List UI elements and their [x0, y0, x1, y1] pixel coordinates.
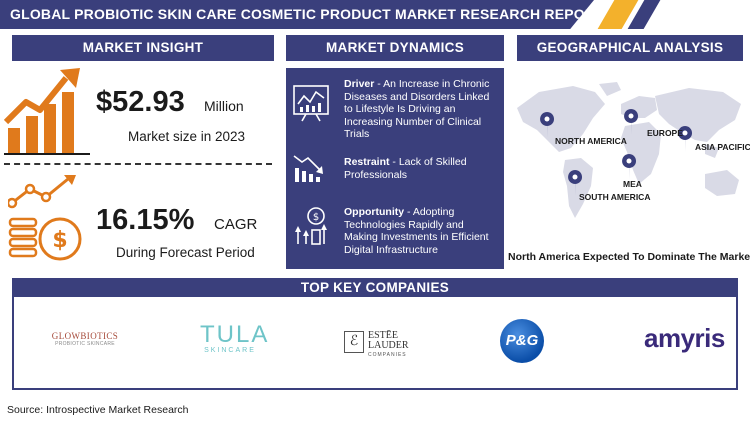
driver-text: Driver - An Increase in Chronic Diseases… — [344, 78, 500, 141]
amyris-logo: amyris — [644, 323, 725, 353]
market-dynamics-header: MARKET DYNAMICS — [286, 35, 504, 61]
driver-description: - An Increase in Chronic Diseases and Di… — [344, 78, 490, 141]
glowbiotics-logo: GLOWBIOTICS PROBIOTIC SKINCARE — [50, 331, 120, 347]
cagr-label: During Forecast Period — [116, 245, 255, 260]
opportunity-description: - Adopting Technologies Rapidly and Maki… — [344, 206, 489, 256]
glowbiotics-name: GLOWBIOTICS — [51, 331, 119, 341]
region-south-america: SOUTH AMERICA — [579, 192, 651, 202]
europe-pin — [624, 109, 639, 135]
cagr-unit: CAGR — [214, 216, 258, 233]
driver-label: Driver — [344, 78, 375, 90]
dashboard-chart-icon — [292, 84, 332, 127]
svg-text:$: $ — [313, 212, 319, 223]
money-growth-icon: $ — [6, 175, 92, 265]
asia-pacific-pin — [678, 126, 693, 152]
top-companies-header: TOP KEY COMPANIES — [12, 278, 738, 297]
region-europe: EUROPE — [647, 128, 683, 138]
tula-tagline: SKINCARE — [204, 347, 256, 354]
growth-opportunity-icon: $ — [292, 206, 332, 251]
divider — [4, 163, 272, 165]
tula-logo: TULA SKINCARE — [200, 321, 270, 355]
north-america-pin — [540, 112, 555, 138]
world-map: NORTH AMERICA EUROPE ASIA PACIFIC MEA SO… — [509, 78, 750, 236]
geo-caption: North America Expected To Dominate The M… — [508, 251, 750, 263]
restraint-description: - Lack of Skilled Professionals — [344, 156, 467, 181]
cagr-value: 16.15% — [96, 204, 195, 236]
mea-pin — [622, 154, 637, 180]
market-dynamics-panel: Driver - An Increase in Chronic Diseases… — [286, 68, 504, 269]
market-size-value: $52.93 — [96, 86, 185, 118]
svg-text:$: $ — [52, 228, 67, 253]
growth-chart-icon — [3, 64, 92, 156]
region-mea: MEA — [623, 179, 642, 189]
report-title: GLOBAL PROBIOTIC SKIN CARE COSMETIC PROD… — [0, 0, 594, 29]
south-america-pin — [568, 170, 583, 196]
region-asia-pacific: ASIA PACIFIC — [695, 142, 750, 152]
tula-name: TULA — [200, 321, 270, 348]
estee-lauder-name: ESTĒE LAUDER — [368, 330, 409, 351]
pg-logo: P&G — [500, 319, 544, 363]
market-size-label: Market size in 2023 — [128, 129, 246, 144]
opportunity-label: Opportunity — [344, 206, 405, 218]
source-note: Source: Introspective Market Research — [7, 404, 189, 416]
market-insight-header: MARKET INSIGHT — [12, 35, 274, 61]
region-north-america: NORTH AMERICA — [555, 136, 627, 146]
estee-lauder-tagline: COMPANIES — [368, 352, 407, 358]
restraint-label: Restraint — [344, 156, 390, 168]
glowbiotics-tagline: PROBIOTIC SKINCARE — [55, 341, 115, 347]
restraint-text: Restraint - Lack of Skilled Professional… — [344, 156, 500, 181]
estee-lauder-emblem: ℰ — [344, 331, 364, 353]
declining-bars-icon — [292, 152, 326, 189]
estee-lauder-logo: ℰ ESTĒE LAUDER COMPANIES — [344, 331, 434, 359]
companies-logos-box: GLOWBIOTICS PROBIOTIC SKINCARE TULA SKIN… — [12, 297, 738, 390]
market-size-unit: Million — [204, 98, 244, 114]
geographical-analysis-header: GEOGRAPHICAL ANALYSIS — [517, 35, 743, 61]
opportunity-text: Opportunity - Adopting Technologies Rapi… — [344, 206, 500, 256]
